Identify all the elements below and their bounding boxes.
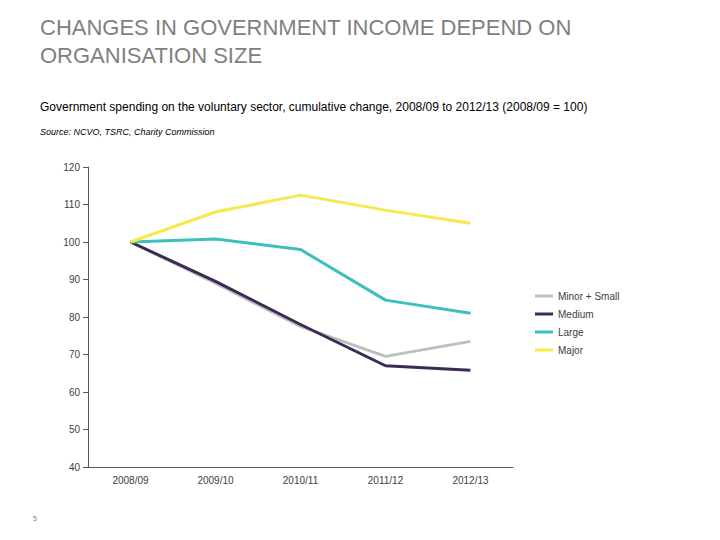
svg-text:2010/11: 2010/11	[283, 475, 319, 486]
svg-text:5: 5	[33, 515, 37, 522]
svg-text:2009/10: 2009/10	[197, 475, 234, 486]
svg-text:70: 70	[69, 349, 81, 360]
svg-text:Government spending on the vol: Government spending on the voluntary sec…	[40, 100, 587, 114]
svg-text:110: 110	[64, 199, 80, 210]
svg-text:Medium: Medium	[558, 309, 594, 320]
svg-text:Major: Major	[558, 345, 584, 356]
svg-text:Source: NCVO, TSRC, Charity Co: Source: NCVO, TSRC, Charity Commission	[40, 127, 215, 137]
svg-text:Minor + Small: Minor + Small	[558, 291, 619, 302]
svg-text:ORGANISATION SIZE: ORGANISATION SIZE	[40, 43, 262, 68]
svg-text:2011/12: 2011/12	[368, 475, 404, 486]
svg-text:90: 90	[69, 274, 81, 285]
svg-text:2008/09: 2008/09	[112, 475, 149, 486]
svg-text:CHANGES IN GOVERNMENT INCOME D: CHANGES IN GOVERNMENT INCOME DEPEND ON	[40, 15, 577, 40]
svg-text:120: 120	[63, 162, 80, 173]
svg-text:60: 60	[69, 387, 81, 398]
svg-text:80: 80	[69, 312, 81, 323]
svg-text:Large: Large	[558, 327, 584, 338]
svg-text:40: 40	[69, 462, 81, 473]
svg-text:50: 50	[69, 424, 81, 435]
svg-text:2012/13: 2012/13	[452, 475, 489, 486]
svg-text:100: 100	[63, 237, 80, 248]
